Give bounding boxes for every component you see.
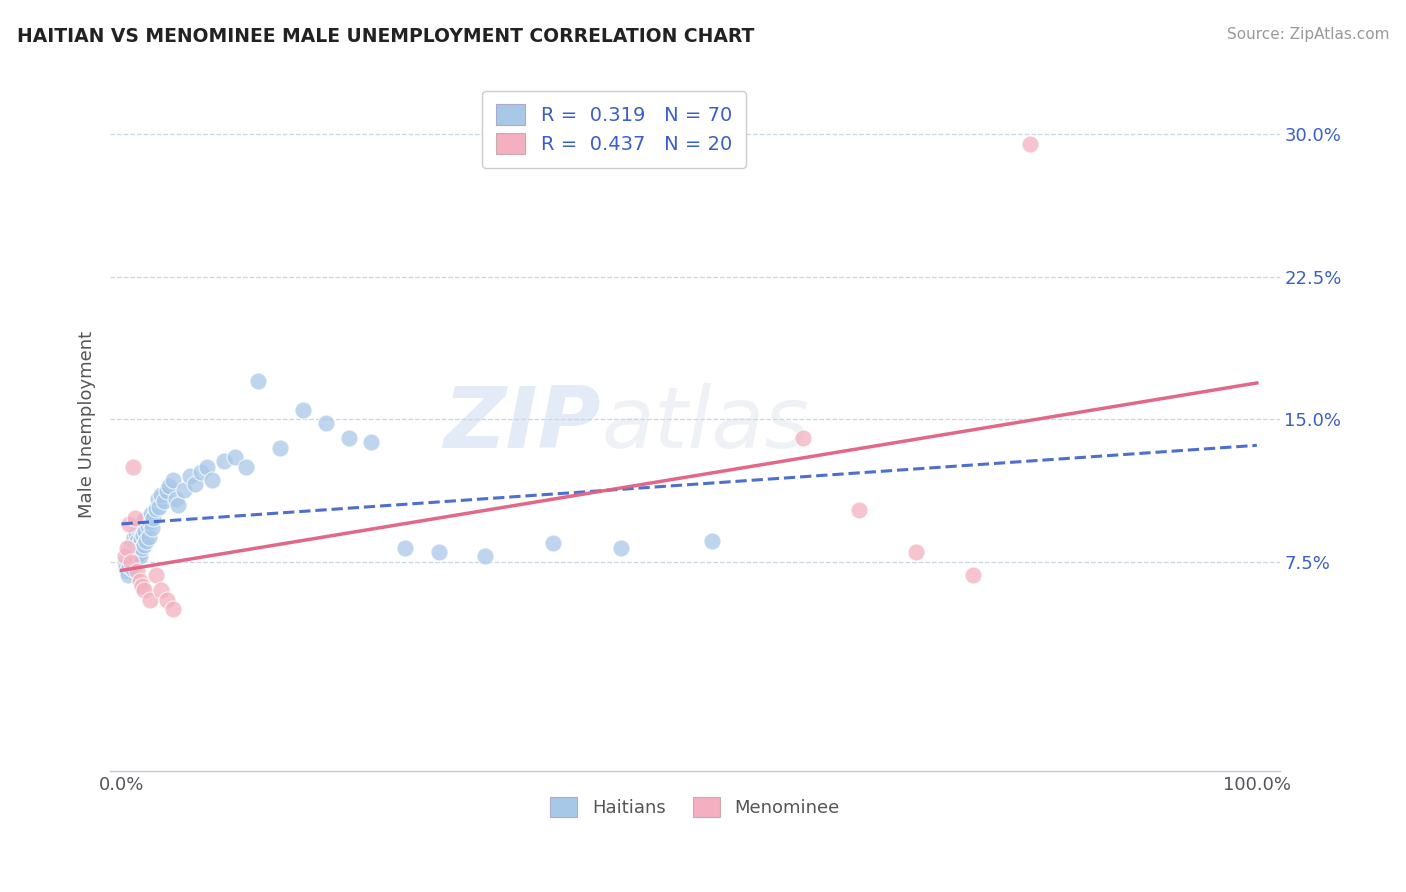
Point (120, 553, 142, 567)
Y-axis label: Male Unemployment: Male Unemployment (79, 331, 96, 517)
Point (125, 551, 148, 566)
Point (1018, 136, 1040, 151)
Point (131, 541, 153, 556)
Point (135, 533, 157, 548)
Point (128, 523, 150, 537)
Point (152, 494, 174, 508)
Point (127, 543, 149, 558)
Point (190, 466, 212, 480)
Text: ZIP: ZIP (444, 383, 602, 466)
Point (156, 592, 179, 607)
Point (246, 375, 269, 389)
Point (224, 450, 246, 465)
Point (139, 515, 162, 529)
Point (129, 532, 152, 546)
Point (212, 454, 235, 468)
Point (173, 483, 195, 497)
Point (148, 500, 170, 514)
Point (124, 511, 146, 525)
Point (128, 549, 150, 563)
Point (129, 520, 152, 534)
Point (360, 435, 382, 450)
Point (337, 431, 360, 445)
Point (115, 564, 138, 578)
Point (121, 547, 143, 561)
Point (114, 549, 136, 563)
Point (162, 473, 184, 487)
Point (127, 533, 149, 548)
Point (121, 459, 143, 474)
Point (117, 568, 139, 582)
Point (184, 476, 207, 491)
Point (157, 479, 180, 493)
Point (138, 530, 160, 544)
Point (150, 488, 173, 502)
Point (905, 545, 928, 559)
Point (134, 538, 156, 552)
Point (141, 520, 163, 534)
Point (122, 540, 145, 554)
Point (117, 545, 139, 559)
Point (315, 416, 337, 430)
Point (292, 402, 315, 417)
Point (128, 547, 150, 561)
Point (269, 441, 291, 455)
Point (541, 535, 564, 549)
Point (150, 583, 173, 598)
Point (124, 538, 146, 552)
Point (700, 533, 723, 548)
Point (124, 553, 146, 567)
Point (121, 549, 143, 563)
Point (156, 484, 179, 499)
Point (139, 592, 162, 607)
Point (134, 524, 156, 539)
Point (235, 459, 257, 474)
Point (134, 513, 156, 527)
Point (146, 492, 169, 507)
Point (125, 526, 148, 541)
Point (121, 562, 143, 576)
Point (610, 541, 633, 556)
Point (394, 541, 416, 556)
Point (792, 431, 814, 445)
Point (115, 541, 138, 556)
Point (145, 501, 167, 516)
Point (145, 568, 167, 582)
Point (120, 555, 142, 569)
Text: Source: ZipAtlas.com: Source: ZipAtlas.com (1226, 27, 1389, 42)
Point (128, 535, 150, 549)
Point (134, 583, 156, 598)
Point (118, 558, 141, 573)
Point (136, 518, 159, 533)
Point (162, 602, 184, 616)
Legend: Haitians, Menominee: Haitians, Menominee (543, 789, 846, 824)
Point (127, 564, 149, 578)
Point (131, 579, 153, 593)
Point (132, 528, 155, 542)
Point (114, 555, 136, 569)
Point (201, 473, 224, 487)
Point (179, 469, 201, 483)
Point (474, 549, 496, 563)
Point (962, 568, 984, 582)
Point (128, 574, 150, 588)
Text: atlas: atlas (602, 383, 810, 466)
Point (122, 530, 145, 544)
Text: HAITIAN VS MENOMINEE MALE UNEMPLOYMENT CORRELATION CHART: HAITIAN VS MENOMINEE MALE UNEMPLOYMENT C… (17, 27, 754, 45)
Point (429, 545, 451, 559)
Point (195, 459, 218, 474)
Point (167, 498, 190, 512)
Point (139, 508, 162, 522)
Point (115, 560, 138, 574)
Point (165, 492, 187, 507)
Point (118, 516, 141, 531)
Point (120, 541, 142, 556)
Point (848, 503, 870, 517)
Point (142, 511, 165, 525)
Point (121, 535, 143, 549)
Point (131, 516, 153, 531)
